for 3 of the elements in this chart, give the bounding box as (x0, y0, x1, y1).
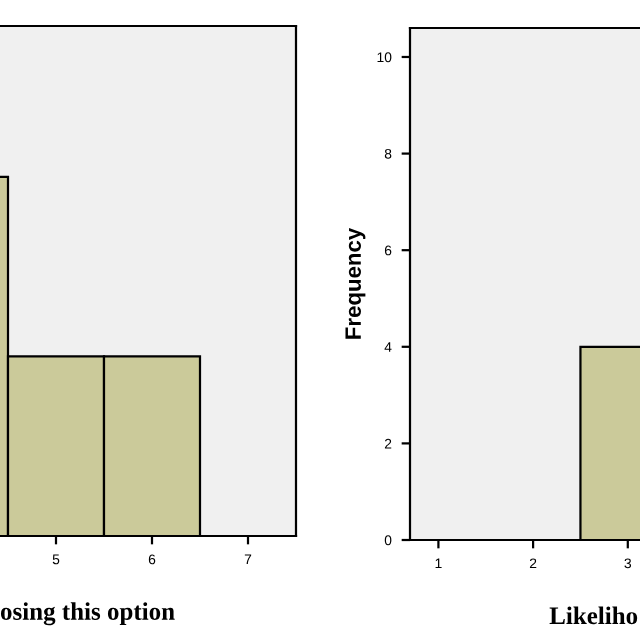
x-axis-title: osing this option (0, 602, 175, 626)
x-axis-title: Likeliho (549, 606, 638, 625)
y-axis-title: Frequency (345, 227, 366, 339)
